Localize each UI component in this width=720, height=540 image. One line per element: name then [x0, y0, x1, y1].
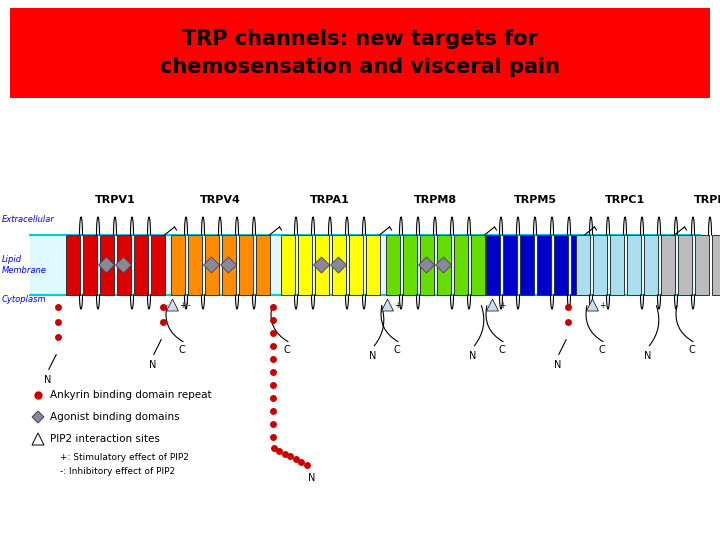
Text: TRPM5: TRPM5: [513, 195, 557, 205]
Polygon shape: [32, 433, 44, 445]
Bar: [331, 235, 346, 295]
Bar: [678, 235, 691, 295]
Text: +: Stimulatory effect of PIP2: +: Stimulatory effect of PIP2: [60, 453, 189, 462]
Text: TRPC1: TRPC1: [605, 195, 645, 205]
Bar: [99, 235, 114, 295]
Bar: [570, 235, 585, 295]
Polygon shape: [487, 299, 498, 311]
Text: Cytoplasm: Cytoplasm: [2, 295, 47, 305]
Text: +: +: [600, 300, 606, 309]
Bar: [315, 235, 328, 295]
Text: N: N: [149, 360, 156, 370]
Bar: [150, 235, 164, 295]
Text: N: N: [644, 351, 651, 361]
Polygon shape: [418, 257, 434, 273]
Bar: [536, 235, 551, 295]
Text: TRPA1: TRPA1: [310, 195, 350, 205]
Text: TRPV1: TRPV1: [94, 195, 135, 205]
Bar: [385, 235, 400, 295]
Bar: [660, 235, 675, 295]
Bar: [660, 235, 675, 295]
Bar: [402, 235, 416, 295]
Text: C: C: [178, 345, 185, 355]
Text: N: N: [469, 351, 476, 361]
Polygon shape: [313, 257, 330, 273]
Bar: [436, 235, 451, 295]
Bar: [133, 235, 148, 295]
Bar: [454, 235, 467, 295]
Text: +: +: [500, 300, 506, 309]
Bar: [30, 235, 700, 295]
Text: N: N: [308, 472, 315, 483]
Polygon shape: [166, 299, 179, 311]
Bar: [187, 235, 202, 295]
Polygon shape: [587, 299, 598, 311]
Bar: [626, 235, 641, 295]
Bar: [348, 235, 362, 295]
Polygon shape: [115, 257, 132, 273]
Text: C: C: [688, 345, 695, 355]
Text: C: C: [498, 345, 505, 355]
Text: -: Inhibitory effect of PIP2: -: Inhibitory effect of PIP2: [60, 468, 175, 476]
Polygon shape: [204, 257, 220, 273]
Bar: [66, 235, 79, 295]
Bar: [204, 235, 218, 295]
Polygon shape: [330, 257, 346, 273]
Bar: [297, 235, 312, 295]
Text: N: N: [554, 360, 561, 370]
Polygon shape: [382, 299, 394, 311]
Bar: [83, 235, 96, 295]
Polygon shape: [436, 257, 451, 273]
Text: Lipid
Membrane: Lipid Membrane: [2, 255, 47, 275]
Bar: [503, 235, 516, 295]
Text: TRPP: TRPP: [694, 195, 720, 205]
Bar: [711, 235, 720, 295]
Polygon shape: [99, 257, 114, 273]
Bar: [238, 235, 253, 295]
Bar: [644, 235, 657, 295]
Text: TRP channels: new targets for
chemosensation and visceral pain: TRP channels: new targets for chemosensa…: [160, 29, 560, 77]
Bar: [520, 235, 534, 295]
Bar: [575, 235, 590, 295]
Text: Extracellular: Extracellular: [2, 215, 55, 225]
Text: Ankyrin binding domain repeat: Ankyrin binding domain repeat: [50, 390, 212, 400]
Text: +: +: [395, 300, 401, 309]
Text: Agonist binding domains: Agonist binding domains: [50, 412, 179, 422]
Text: PIP2 interaction sites: PIP2 interaction sites: [50, 434, 160, 444]
Text: C: C: [283, 345, 290, 355]
Bar: [366, 235, 379, 295]
Bar: [554, 235, 567, 295]
Text: TRPM8: TRPM8: [413, 195, 456, 205]
Bar: [222, 235, 235, 295]
Text: C: C: [393, 345, 400, 355]
Text: N: N: [369, 351, 376, 361]
Text: TRPV4: TRPV4: [199, 195, 240, 205]
Text: +/-: +/-: [179, 300, 192, 309]
Bar: [420, 235, 433, 295]
Bar: [281, 235, 294, 295]
Text: C: C: [598, 345, 605, 355]
Polygon shape: [32, 411, 44, 423]
Bar: [171, 235, 184, 295]
Bar: [256, 235, 269, 295]
Bar: [10, 8, 710, 98]
Bar: [593, 235, 606, 295]
Bar: [695, 235, 708, 295]
Polygon shape: [220, 257, 236, 273]
Bar: [470, 235, 485, 295]
Bar: [485, 235, 500, 295]
Bar: [117, 235, 130, 295]
Text: N: N: [44, 375, 51, 385]
Bar: [610, 235, 624, 295]
